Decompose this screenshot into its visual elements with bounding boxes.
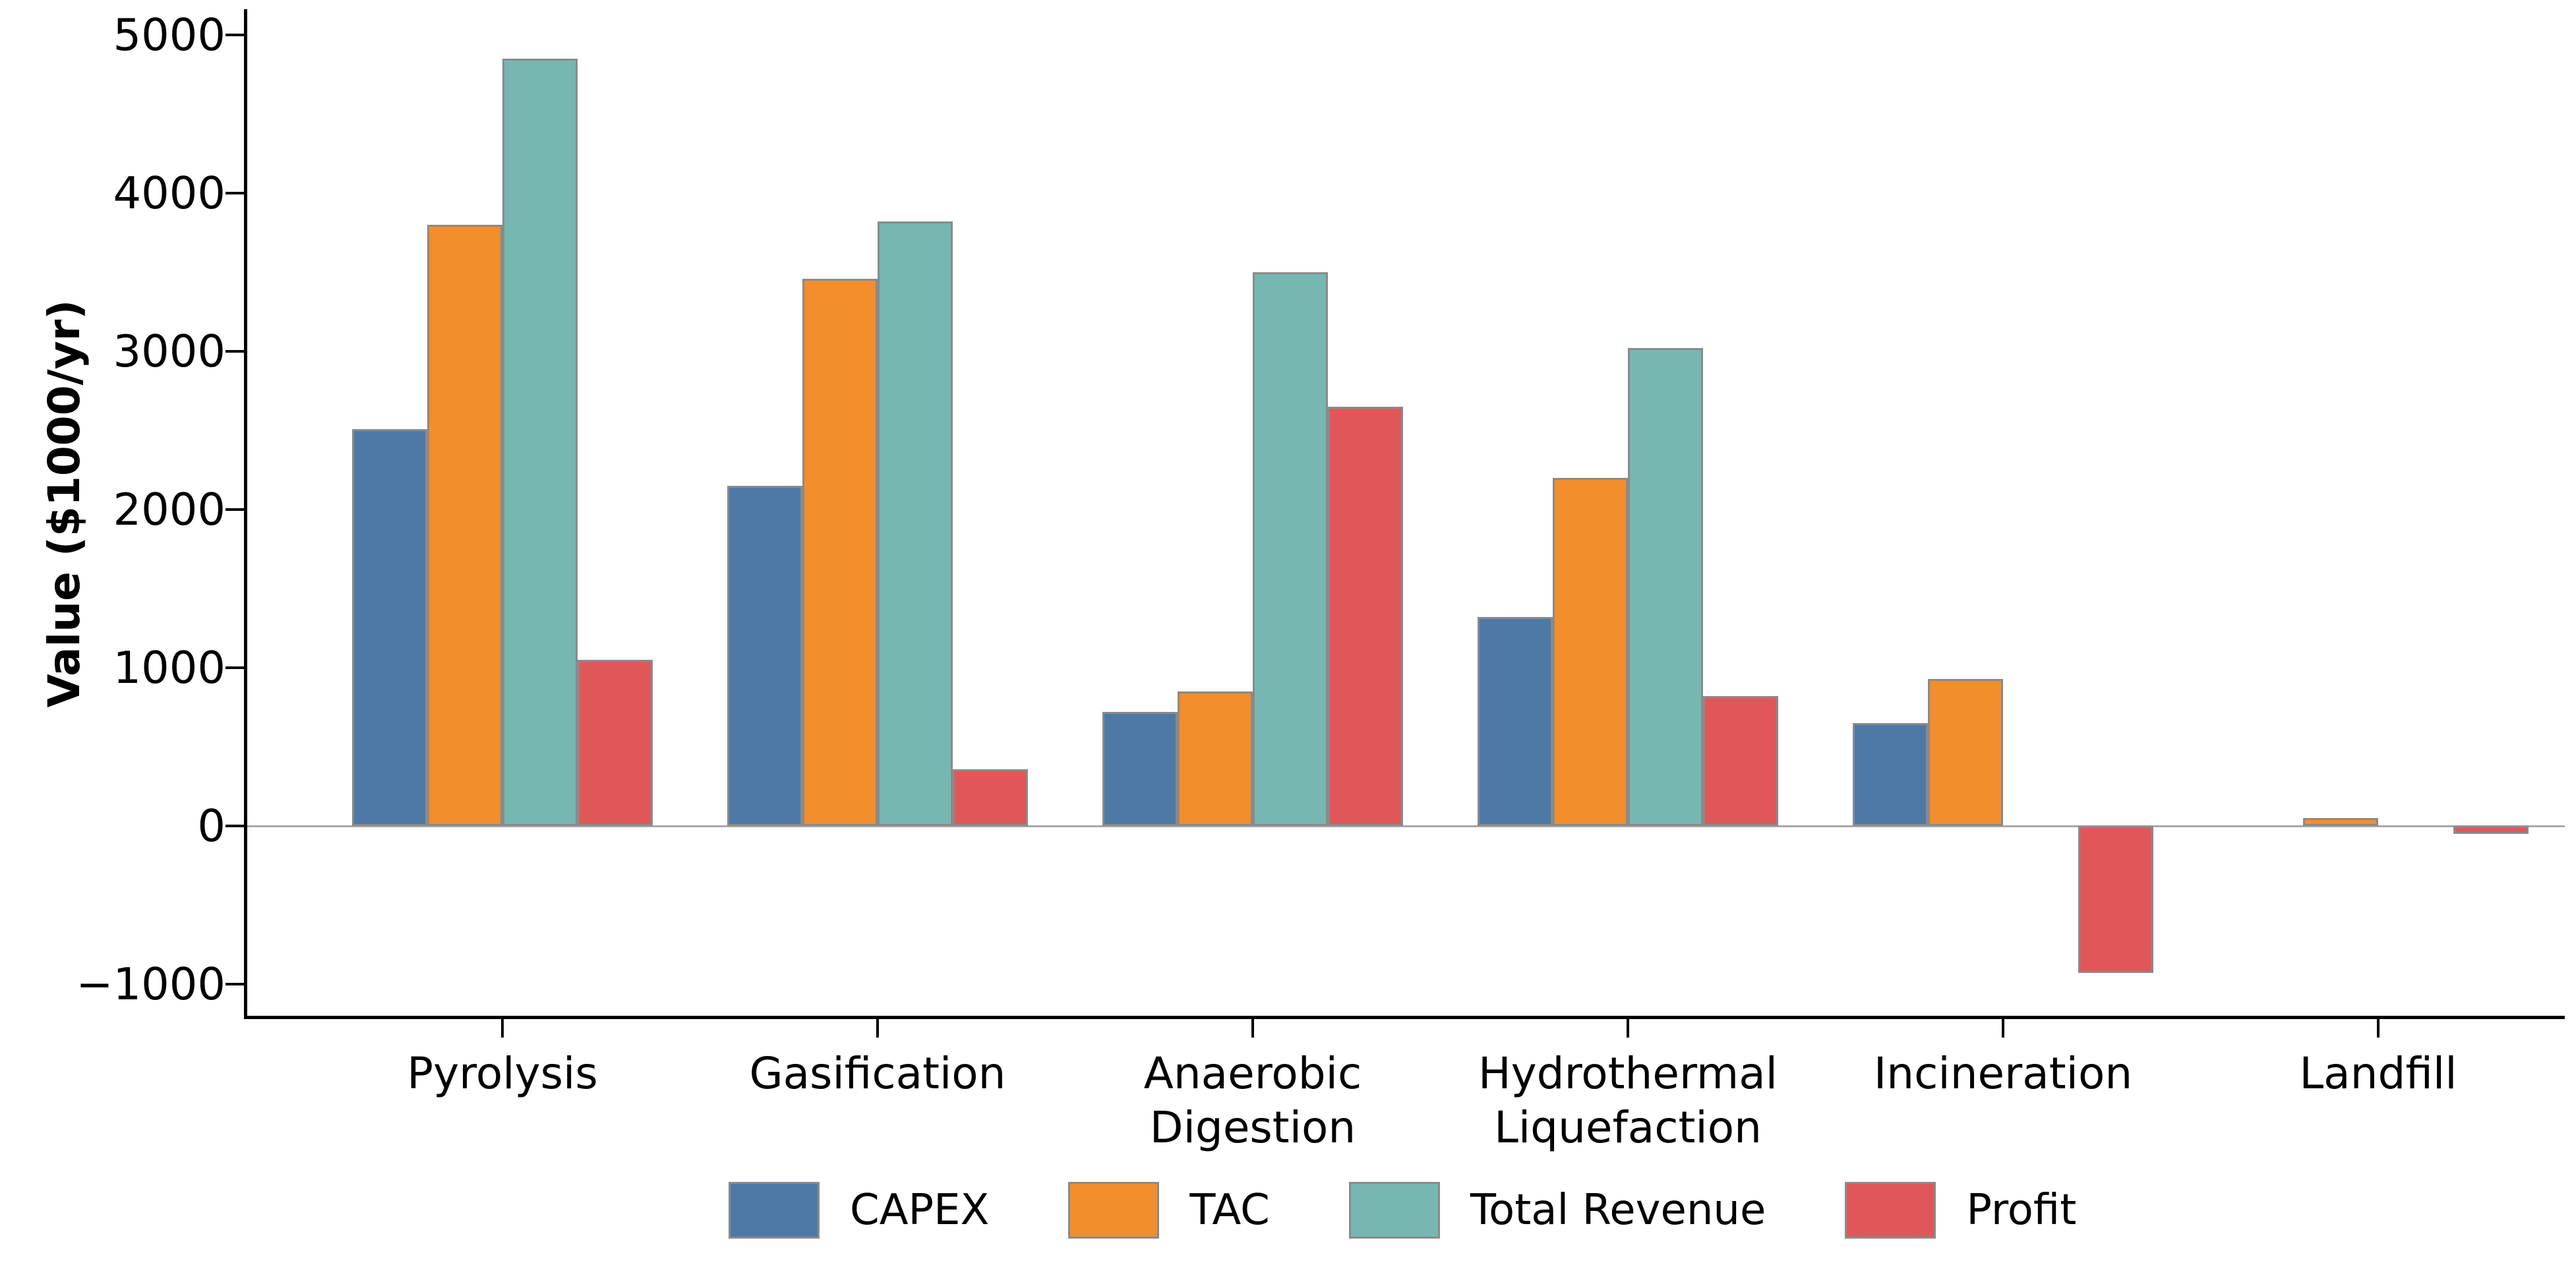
legend-item-profit: Profit xyxy=(1845,1182,2076,1239)
y-tick-label: 2000 xyxy=(113,484,225,535)
bar-total-revenue-hydrothermal xyxy=(1628,348,1703,826)
legend-label: TAC xyxy=(1189,1186,1270,1235)
bar-tac-gasification xyxy=(802,278,878,826)
bar-profit-gasification xyxy=(953,769,1028,826)
x-tick-label: Hydrothermal Liquefaction xyxy=(1478,1048,1778,1153)
legend-swatch-icon xyxy=(729,1182,820,1239)
legend-label: CAPEX xyxy=(850,1186,990,1235)
legend-swatch-icon xyxy=(1845,1182,1936,1239)
bar-tac-landfill xyxy=(2303,818,2378,826)
x-tick-label: Gasification xyxy=(749,1048,1006,1099)
legend-item-total-revenue: Total Revenue xyxy=(1348,1182,1766,1239)
y-tick-mark xyxy=(225,350,244,353)
y-tick-label: 4000 xyxy=(113,167,225,219)
legend: CAPEX TAC Total Revenue Profit xyxy=(729,1182,2076,1239)
x-tick-mark xyxy=(876,1019,879,1038)
bar-tac-hydrothermal xyxy=(1553,478,1628,826)
y-tick-label: −1000 xyxy=(76,958,225,1010)
bar-capex-pyrolysis xyxy=(352,428,427,826)
bar-capex-gasification xyxy=(727,486,802,826)
x-tick-mark xyxy=(2002,1019,2004,1038)
x-axis-spine xyxy=(244,1016,2565,1019)
x-tick-label: Incineration xyxy=(1873,1048,2133,1099)
y-tick-mark xyxy=(225,983,244,985)
y-tick-mark xyxy=(225,508,244,511)
y-tick-label: 5000 xyxy=(113,9,225,61)
bar-capex-anaerobic xyxy=(1102,712,1178,826)
bar-tac-incineration xyxy=(1928,678,2003,826)
bar-profit-pyrolysis xyxy=(578,660,653,826)
bar-total-revenue-gasification xyxy=(878,221,953,826)
bar-capex-incineration xyxy=(1853,723,1928,826)
legend-label: Total Revenue xyxy=(1470,1186,1766,1235)
legend-item-tac: TAC xyxy=(1068,1182,1270,1239)
legend-swatch-icon xyxy=(1348,1182,1440,1239)
y-tick-mark xyxy=(225,192,244,194)
y-tick-mark xyxy=(225,34,244,36)
bar-profit-hydrothermal xyxy=(1703,696,1778,826)
bar-profit-anaerobic xyxy=(1328,407,1403,826)
y-tick-mark xyxy=(225,825,244,827)
y-tick-label: 1000 xyxy=(113,642,225,693)
x-tick-mark xyxy=(1627,1019,1629,1038)
x-tick-label: Anaerobic Digestion xyxy=(1143,1048,1362,1153)
bar-profit-landfill xyxy=(2453,826,2529,834)
x-tick-label: Pyrolysis xyxy=(407,1048,598,1099)
bar-profit-incineration xyxy=(2078,826,2153,974)
x-tick-mark xyxy=(1251,1019,1254,1038)
bar-total-revenue-pyrolysis xyxy=(502,59,578,826)
y-tick-label: 3000 xyxy=(113,326,225,377)
y-axis-spine xyxy=(244,9,247,1019)
bar-tac-pyrolysis xyxy=(427,225,502,826)
legend-label: Profit xyxy=(1966,1186,2077,1235)
zero-baseline xyxy=(247,825,2565,827)
y-tick-mark xyxy=(225,666,244,669)
bar-capex-hydrothermal xyxy=(1478,617,1553,826)
x-tick-label: Landfill xyxy=(2299,1048,2457,1099)
legend-item-capex: CAPEX xyxy=(729,1182,989,1239)
bar-tac-anaerobic xyxy=(1178,691,1253,826)
x-tick-mark xyxy=(2377,1019,2380,1038)
x-tick-mark xyxy=(501,1019,504,1038)
y-tick-label: 0 xyxy=(197,800,225,852)
bar-total-revenue-anaerobic xyxy=(1253,272,1328,826)
legend-swatch-icon xyxy=(1068,1182,1160,1239)
